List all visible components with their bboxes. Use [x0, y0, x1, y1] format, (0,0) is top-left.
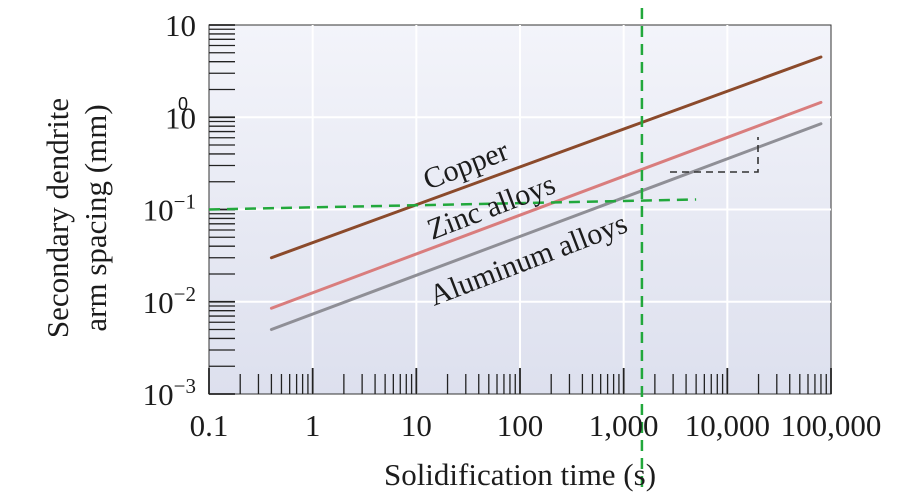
stray-label: 0: [178, 94, 188, 114]
x-tick-label: 100: [497, 408, 544, 443]
y-tick-label: 10: [165, 8, 196, 43]
y-tick-labels: 10 10 10−1 10−2 10−3: [143, 8, 196, 412]
minor-ticks: [208, 24, 832, 395]
y-axis-title-line-1: Secondary dendrite: [40, 98, 75, 338]
series-lines: [269, 55, 823, 332]
x-tick-label: 10,000: [685, 408, 770, 443]
series-line-zinc: [269, 100, 823, 310]
x-tick-label: 10: [401, 408, 432, 443]
x-tick-label: 1,000: [589, 408, 659, 443]
y-tick-label: 10−1: [143, 190, 196, 228]
guide-lines: [208, 8, 697, 492]
grid: [209, 25, 831, 394]
series-line-copper: [269, 55, 823, 260]
y-tick-label: 10−2: [143, 282, 196, 320]
x-tick-label: 0.1: [190, 408, 229, 443]
x-tick-label: 1: [305, 408, 321, 443]
y-axis-title-line-2: arm spacing (mm): [78, 104, 113, 331]
y-tick-label: 10: [165, 100, 196, 135]
x-tick-labels: 0.1 1 10 100 1,000 10,000 100,000: [190, 408, 882, 443]
slope-triangle-path: [670, 137, 759, 173]
y-tick-label: 10−3: [143, 374, 196, 412]
slope-triangle: [670, 137, 759, 173]
series-line-aluminum: [269, 122, 823, 332]
x-tick-label: 100,000: [781, 408, 882, 443]
x-axis-title: Solidification time (s): [384, 457, 656, 492]
guide-line-horizontal: [208, 198, 697, 211]
